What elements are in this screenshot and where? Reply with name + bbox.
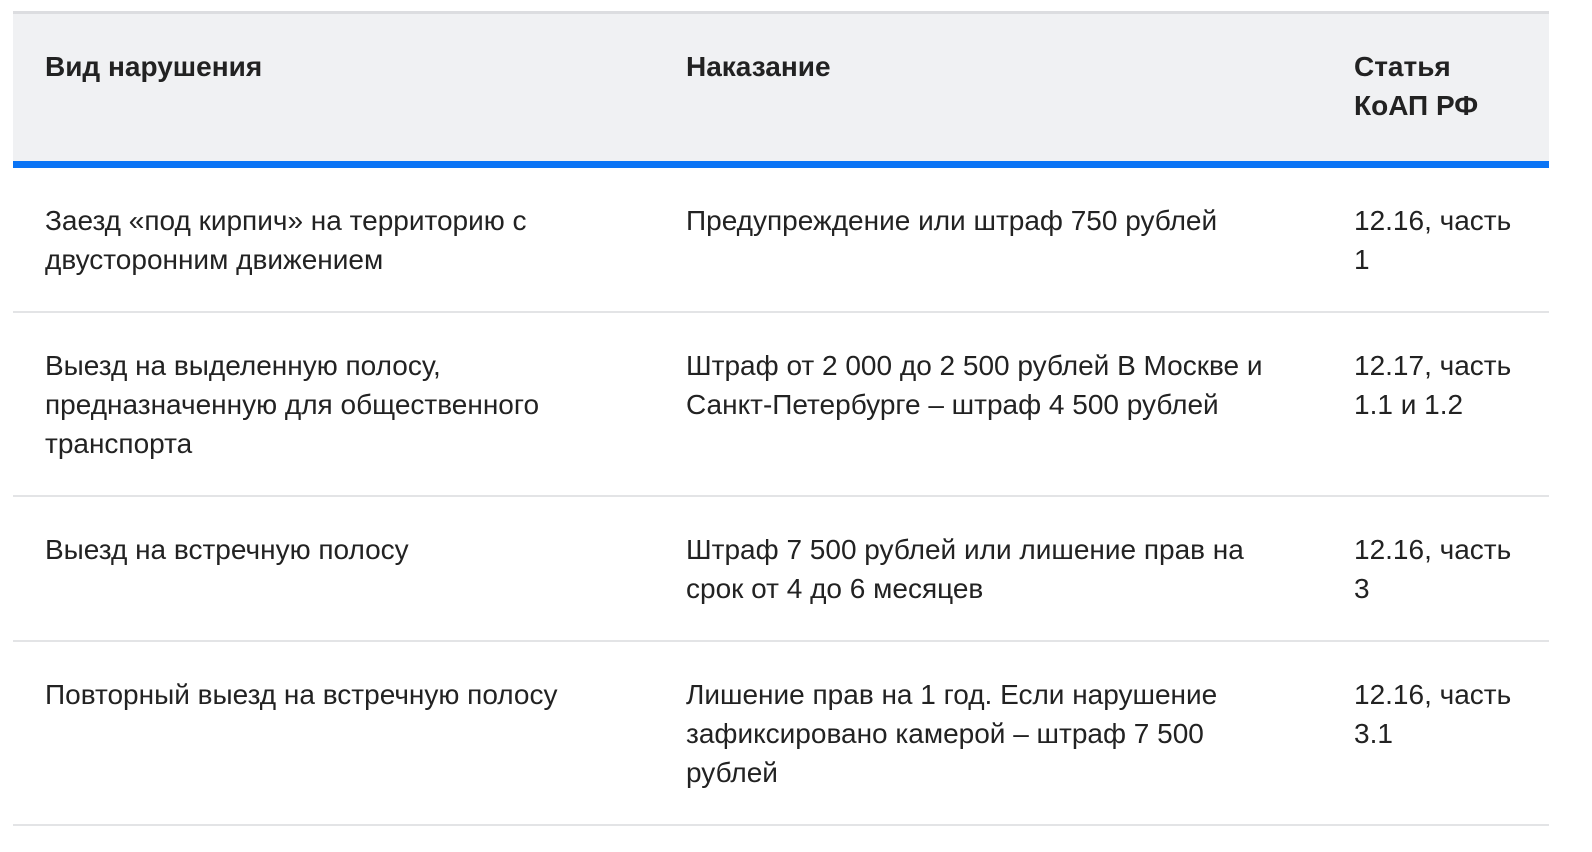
cell-article: 12.16, часть 3.1 [1354, 679, 1512, 749]
cell-article: 12.16, часть 3 [1354, 534, 1512, 604]
cell-punishment: Штраф от 2 000 до 2 500 рублей В Москве … [686, 350, 1263, 420]
cell-violation: Заезд «под кирпич» на территорию с двуст… [45, 205, 527, 275]
violations-table: Вид нарушения Наказание Статья КоАП РФ З… [13, 11, 1549, 826]
table-header: Вид нарушения Наказание Статья КоАП РФ [13, 12, 1549, 165]
cell-article: 12.17, часть 1.1 и 1.2 [1354, 350, 1512, 420]
table-row: Повторный выезд на встречную полосу Лише… [13, 641, 1549, 825]
cell-punishment: Лишение прав на 1 год. Если нарушение за… [686, 679, 1218, 788]
cell-punishment: Предупреждение или штраф 750 рублей [686, 205, 1218, 236]
header-row: Вид нарушения Наказание Статья КоАП РФ [13, 12, 1549, 165]
cell-violation: Повторный выезд на встречную полосу [45, 679, 558, 710]
table-row: Заезд «под кирпич» на территорию с двуст… [13, 165, 1549, 312]
header-punishment: Наказание [686, 51, 831, 82]
table-row: Выезд на встречную полосу Штраф 7 500 ру… [13, 496, 1549, 641]
cell-punishment: Штраф 7 500 рублей или лишение прав на с… [686, 534, 1244, 604]
cell-violation: Выезд на выделенную полосу, предназначен… [45, 350, 540, 459]
cell-violation: Выезд на встречную полосу [45, 534, 409, 565]
header-article: Статья КоАП РФ [1354, 51, 1479, 121]
cell-article: 12.16, часть 1 [1354, 205, 1512, 275]
header-violation-type: Вид нарушения [45, 51, 263, 82]
table-row: Выезд на выделенную полосу, предназначен… [13, 312, 1549, 496]
